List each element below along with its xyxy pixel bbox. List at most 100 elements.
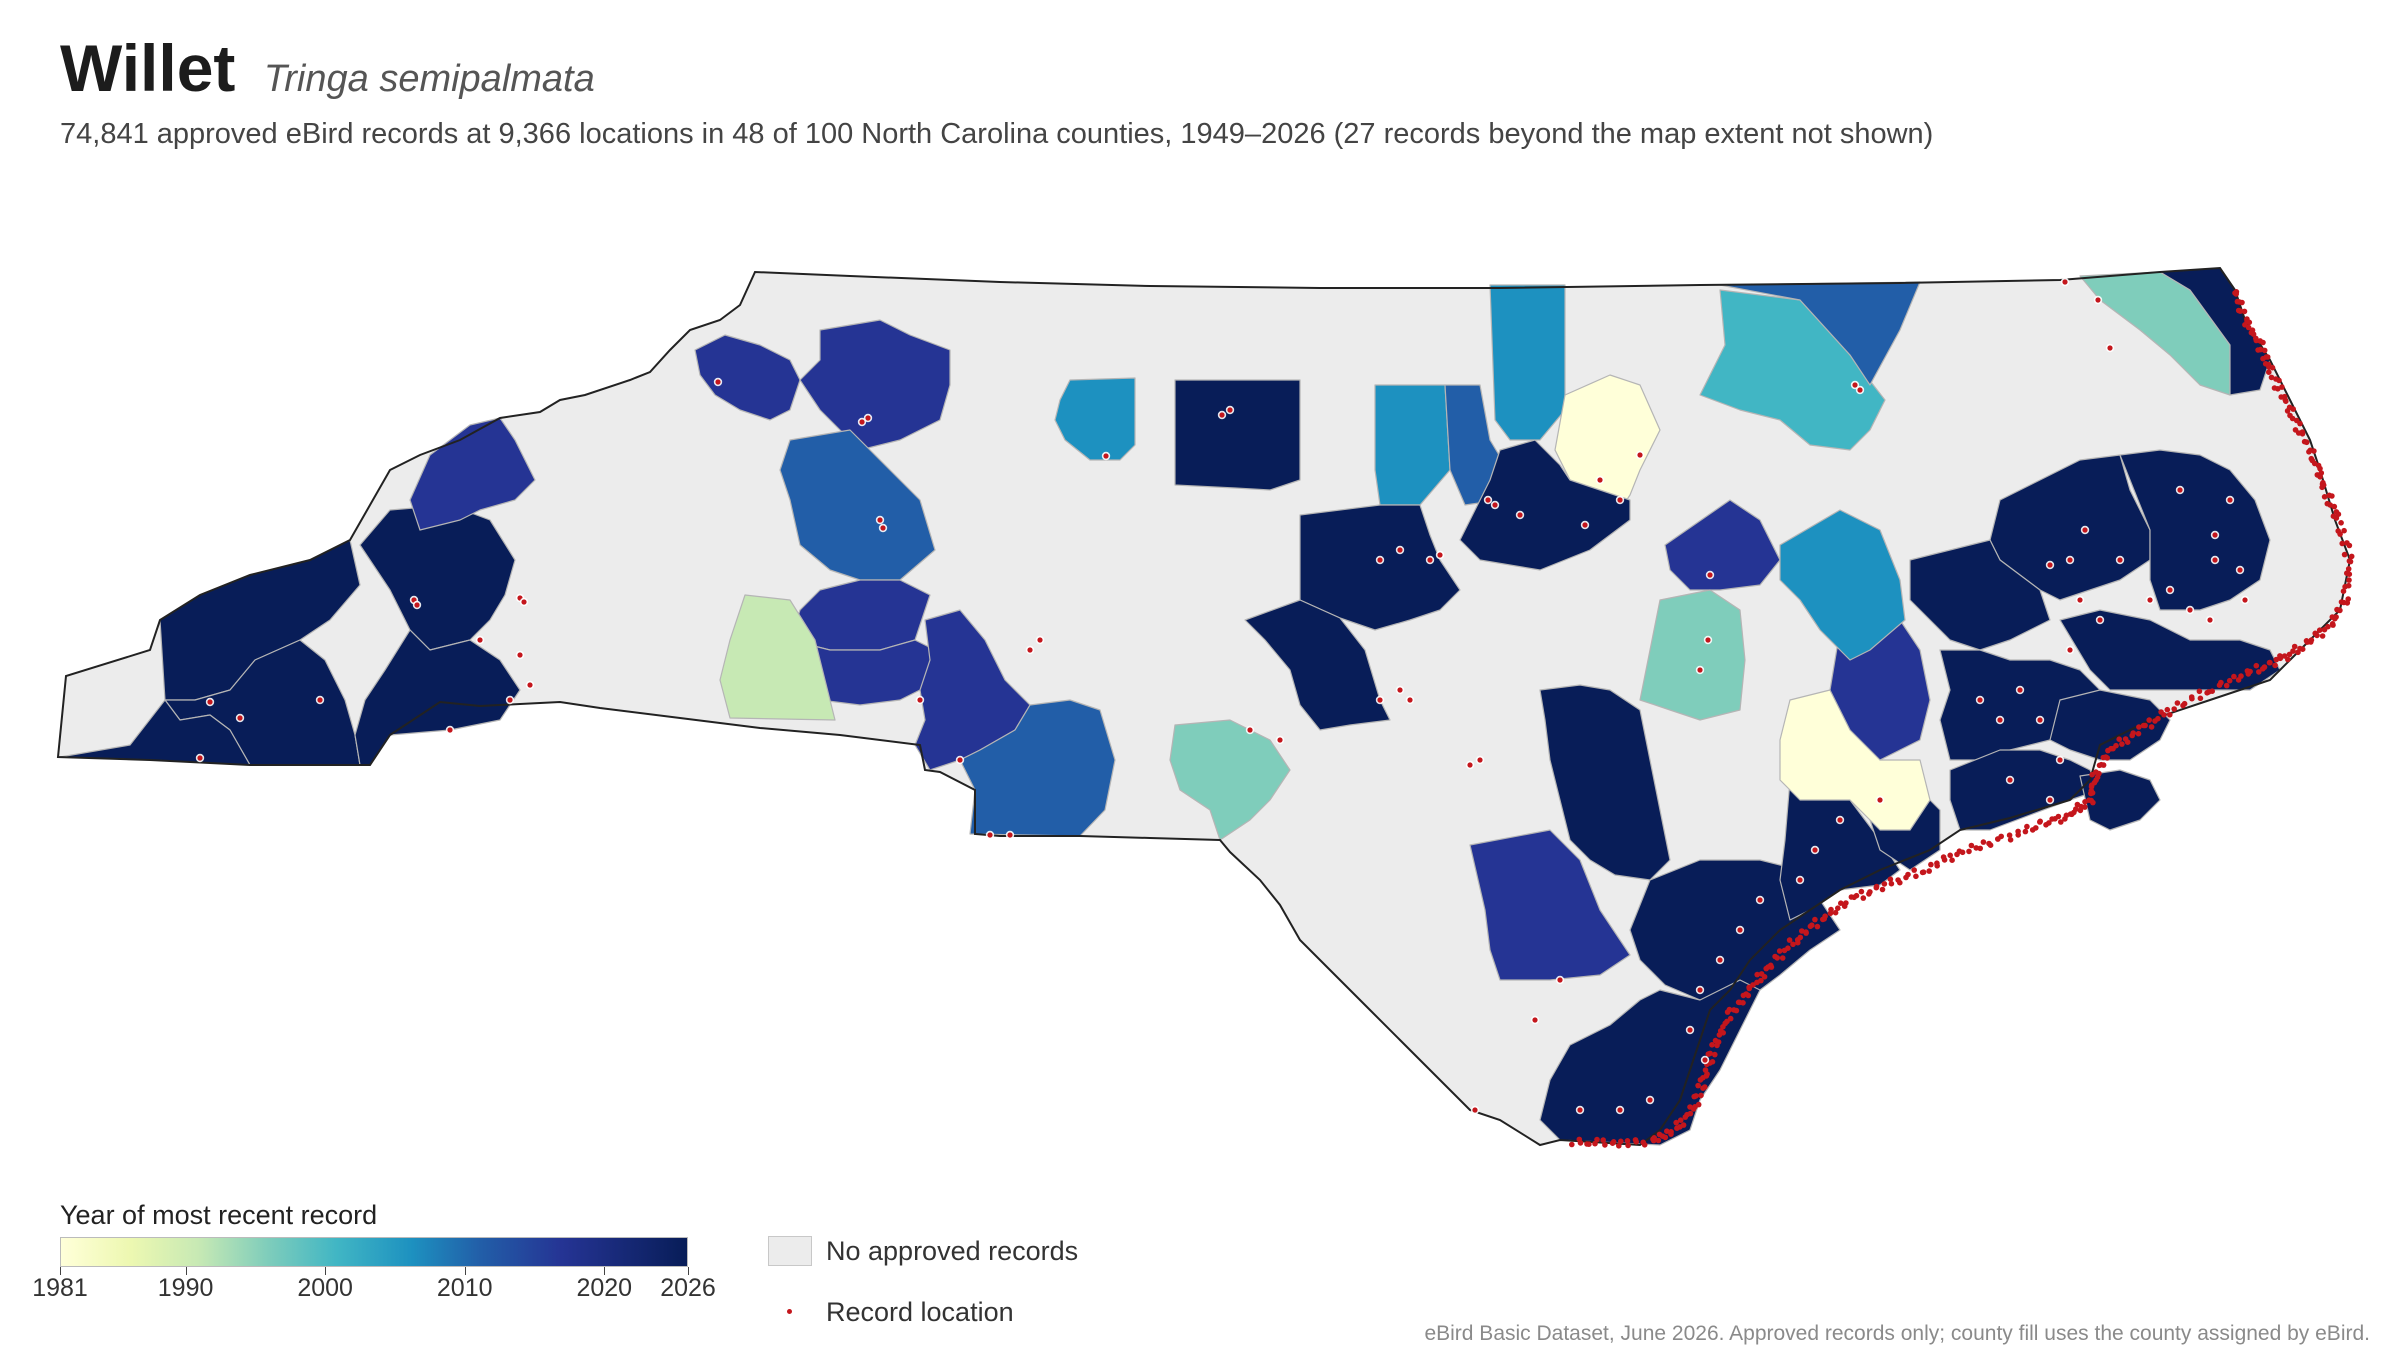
record-dot bbox=[2284, 408, 2291, 414]
record-dot bbox=[2311, 460, 2318, 467]
county[interactable] bbox=[694, 334, 801, 421]
record-dot bbox=[2147, 597, 2153, 603]
record-dot bbox=[2235, 677, 2242, 683]
record-dot bbox=[1492, 502, 1498, 508]
record-dot bbox=[1641, 1142, 1648, 1148]
record-dot bbox=[2348, 553, 2355, 560]
county[interactable] bbox=[1244, 599, 1391, 731]
record-dot bbox=[2074, 801, 2081, 808]
record-dot bbox=[917, 697, 923, 703]
record-dot bbox=[2130, 730, 2136, 736]
record-dot bbox=[2304, 639, 2310, 645]
record-dot bbox=[507, 697, 513, 703]
record-dot bbox=[2047, 562, 2053, 568]
record-dot bbox=[2046, 820, 2052, 826]
record-dot bbox=[2285, 656, 2291, 663]
record-dot bbox=[1812, 847, 1818, 853]
record-dot bbox=[2142, 722, 2148, 729]
record-dot bbox=[1736, 999, 1743, 1006]
record-dot bbox=[2311, 448, 2317, 454]
record-location-label: Record location bbox=[826, 1297, 1014, 1327]
record-dot bbox=[2095, 297, 2101, 303]
record-dot bbox=[859, 419, 865, 425]
source-caption: eBird Basic Dataset, June 2026. Approved… bbox=[1424, 1322, 2370, 1345]
record-dot bbox=[1517, 512, 1523, 518]
record-dot bbox=[1684, 1111, 1690, 1118]
record-dot bbox=[414, 602, 420, 608]
county[interactable] bbox=[1169, 719, 1291, 841]
record-dot bbox=[1765, 964, 1771, 970]
record-dot bbox=[2100, 754, 2107, 761]
record-dot bbox=[1941, 857, 1948, 863]
record-dot bbox=[1827, 910, 1834, 917]
county[interactable] bbox=[1469, 829, 1631, 981]
record-dot bbox=[1757, 897, 1763, 903]
map-subtitle: 74,841 approved eBird records at 9,366 l… bbox=[60, 118, 1934, 150]
record-dot bbox=[2242, 597, 2248, 603]
record-dot bbox=[2237, 567, 2243, 573]
record-dot bbox=[2113, 742, 2119, 749]
county[interactable] bbox=[1554, 374, 1661, 511]
record-dot bbox=[1477, 757, 1483, 763]
county[interactable] bbox=[1639, 589, 1746, 721]
record-dot bbox=[1947, 852, 1953, 859]
state-outline bbox=[56, 266, 2352, 1147]
record-dot bbox=[521, 599, 527, 605]
record-dot bbox=[2339, 540, 2345, 547]
county[interactable] bbox=[1174, 379, 1301, 491]
record-dot bbox=[1637, 452, 1643, 458]
record-dot bbox=[1809, 922, 1815, 928]
record-dot bbox=[1795, 939, 1801, 946]
record-dot bbox=[2216, 682, 2223, 688]
county[interactable] bbox=[1054, 377, 1136, 461]
county[interactable] bbox=[1459, 439, 1631, 571]
record-dot bbox=[1737, 927, 1743, 933]
colorbar-tick bbox=[604, 1267, 606, 1275]
record-dot bbox=[1037, 637, 1043, 643]
county[interactable] bbox=[799, 319, 951, 451]
record-dot bbox=[2256, 669, 2262, 675]
record-dot bbox=[2291, 643, 2298, 650]
record-dot bbox=[1716, 1032, 1723, 1038]
record-dot bbox=[1705, 637, 1711, 643]
record-dot bbox=[2308, 637, 2315, 643]
record-dot bbox=[1664, 1128, 1670, 1134]
record-dot bbox=[2082, 804, 2088, 810]
record-dot bbox=[2107, 345, 2113, 351]
county[interactable] bbox=[409, 417, 536, 531]
county[interactable] bbox=[1779, 509, 1906, 661]
record-dot bbox=[1609, 1140, 1616, 1146]
county[interactable] bbox=[2079, 769, 2161, 831]
record-dot bbox=[1616, 1143, 1622, 1149]
record-dot bbox=[1949, 857, 1955, 863]
record-dot bbox=[1997, 717, 2003, 723]
record-dot bbox=[2167, 712, 2173, 718]
county[interactable] bbox=[2119, 449, 2271, 611]
record-dot bbox=[2037, 717, 2043, 723]
record-dot bbox=[1707, 572, 1713, 578]
record-dot bbox=[1594, 1136, 1600, 1143]
record-dot bbox=[2345, 566, 2352, 572]
record-dot bbox=[2329, 614, 2336, 620]
record-dot bbox=[2180, 702, 2186, 709]
county[interactable] bbox=[2049, 689, 2171, 761]
record-dot bbox=[1698, 1092, 1704, 1099]
record-dot bbox=[1633, 1139, 1639, 1145]
county[interactable] bbox=[1489, 284, 1566, 441]
record-dot bbox=[1569, 1141, 1575, 1148]
record-dot bbox=[1700, 1085, 1706, 1091]
record-dot bbox=[1881, 881, 1888, 887]
record-dot bbox=[2340, 588, 2347, 594]
record-dot bbox=[2269, 364, 2276, 371]
record-dot bbox=[1674, 1125, 1680, 1131]
record-dot bbox=[2319, 484, 2325, 491]
county[interactable] bbox=[719, 594, 836, 721]
record-dot bbox=[2341, 527, 2347, 534]
county[interactable] bbox=[1909, 539, 2051, 651]
year-colorbar bbox=[60, 1237, 688, 1267]
county[interactable] bbox=[1664, 499, 1781, 591]
record-dot bbox=[2239, 299, 2245, 306]
record-dot bbox=[2167, 587, 2173, 593]
record-dot bbox=[1785, 945, 1791, 951]
